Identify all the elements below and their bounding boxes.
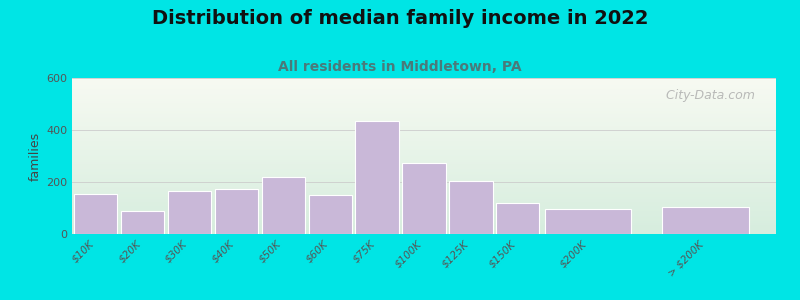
Bar [450, 181, 493, 234]
Y-axis label: families: families [29, 131, 42, 181]
Bar [262, 177, 305, 234]
Text: City-Data.com: City-Data.com [658, 89, 755, 102]
Text: Distribution of median family income in 2022: Distribution of median family income in … [152, 9, 648, 28]
Bar [168, 191, 211, 234]
Bar [309, 195, 352, 234]
Bar [496, 203, 539, 234]
Bar [74, 194, 117, 234]
Text: All residents in Middletown, PA: All residents in Middletown, PA [278, 60, 522, 74]
Bar [662, 207, 749, 234]
Bar [214, 188, 258, 234]
Bar [545, 209, 631, 234]
Bar [355, 121, 398, 234]
Bar [121, 211, 164, 234]
Bar [402, 163, 446, 234]
